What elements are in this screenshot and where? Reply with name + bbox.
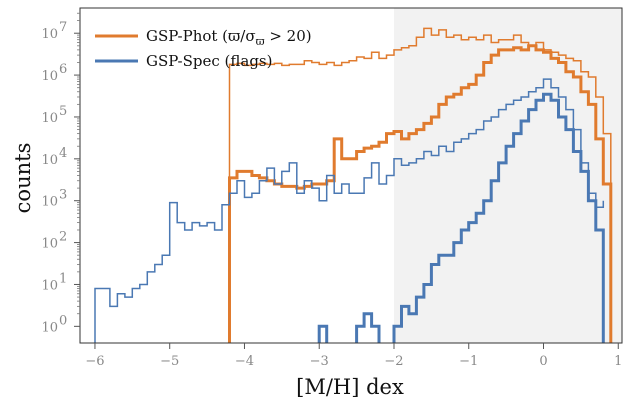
series-line-2 bbox=[94, 78, 605, 343]
y-tick-exponent: 5 bbox=[59, 104, 67, 119]
y-tick-exponent: 4 bbox=[59, 146, 67, 161]
y-tick-label: 10 bbox=[41, 278, 58, 293]
x-tick-label: −4 bbox=[235, 354, 254, 369]
series-line-0 bbox=[228, 27, 612, 343]
x-tick-label: −3 bbox=[310, 354, 329, 369]
legend-label-gsp-spec: GSP-Spec (flags) bbox=[146, 52, 272, 70]
y-tick-exponent: 0 bbox=[59, 313, 67, 328]
y-tick-exponent: 2 bbox=[59, 230, 67, 245]
y-tick-label: 10 bbox=[41, 27, 58, 42]
x-axis-title: [M/H] dex bbox=[296, 375, 404, 399]
y-tick-label: 10 bbox=[41, 237, 58, 252]
series-line-3 bbox=[317, 92, 605, 343]
y-tick-exponent: 7 bbox=[59, 20, 67, 35]
legend-label-gsp-phot: GSP-Phot (ϖ/σϖ > 20) bbox=[146, 27, 312, 48]
y-tick-label: 10 bbox=[41, 69, 58, 84]
x-tick-label: −1 bbox=[459, 354, 478, 369]
legend: GSP-Phot (ϖ/σϖ > 20) GSP-Spec (flags) bbox=[95, 27, 312, 70]
y-tick-exponent: 1 bbox=[59, 271, 67, 286]
y-tick-exponent: 6 bbox=[59, 62, 67, 77]
y-tick-label: 10 bbox=[41, 195, 58, 210]
x-tick-label: 0 bbox=[539, 354, 547, 369]
x-tick-label: −6 bbox=[85, 354, 104, 369]
y-tick-label: 10 bbox=[41, 320, 58, 335]
x-axis-ticks: −6 −5 −4 −3 −2 −1 0 1 bbox=[85, 343, 622, 369]
shaded-region bbox=[393, 8, 622, 343]
x-tick-label: −2 bbox=[384, 354, 403, 369]
y-tick-exponent: 3 bbox=[59, 188, 67, 203]
x-tick-label: −5 bbox=[160, 354, 179, 369]
y-tick-label: 10 bbox=[41, 111, 58, 126]
series-layer bbox=[94, 27, 613, 343]
x-tick-label: 1 bbox=[614, 354, 622, 369]
y-tick-label: 10 bbox=[41, 153, 58, 168]
y-axis-title: counts bbox=[11, 143, 35, 214]
